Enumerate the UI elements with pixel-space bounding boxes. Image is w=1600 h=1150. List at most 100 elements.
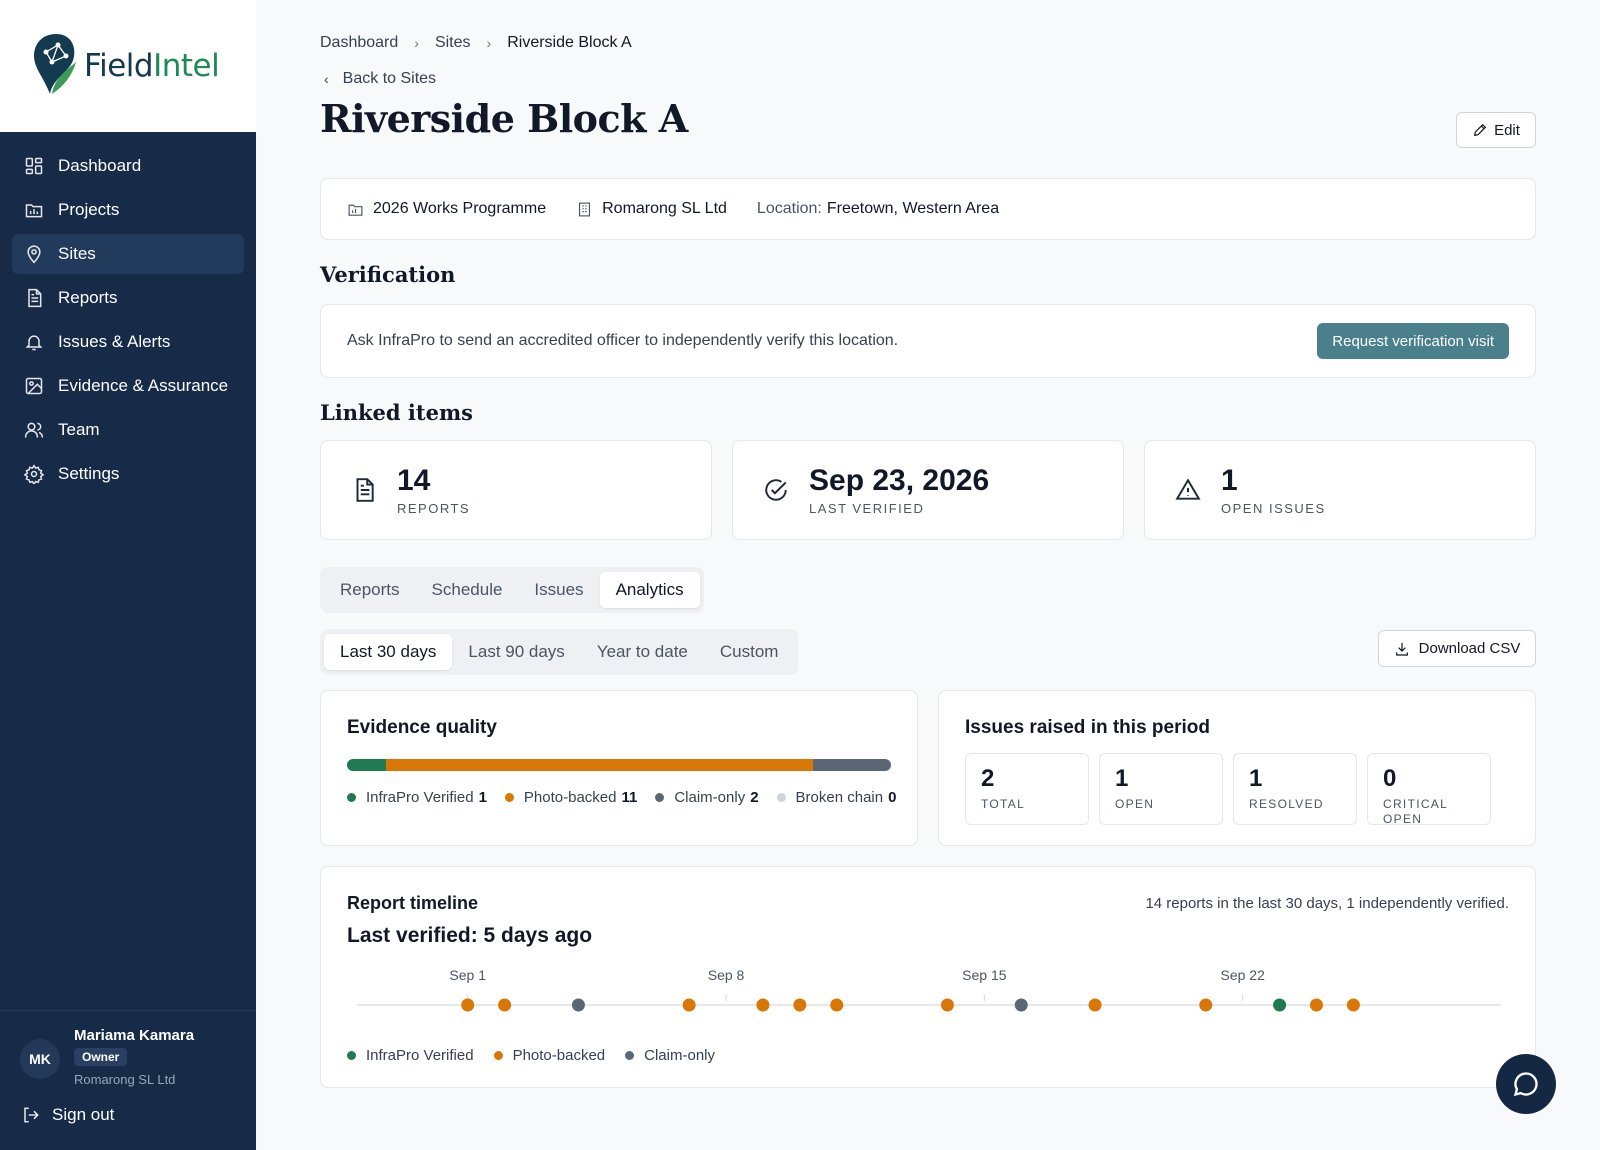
period-last-30-days[interactable]: Last 30 days <box>324 634 453 670</box>
timeline-report-point[interactable] <box>1346 998 1360 1012</box>
issues-stat-value: 0 <box>1383 765 1397 792</box>
gear-icon <box>24 464 44 484</box>
stat-label: LAST VERIFIED <box>809 501 925 516</box>
period-year-to-date[interactable]: Year to date <box>596 642 688 661</box>
legend-dot <box>493 1051 503 1060</box>
stat-value: 1 <box>1221 464 1238 497</box>
timeline-report-point[interactable] <box>571 998 585 1012</box>
tab-issues[interactable]: Issues <box>534 580 584 599</box>
download-csv-button[interactable]: Download CSV <box>1378 630 1536 667</box>
issues-open[interactable]: 1 OPEN <box>1099 753 1223 825</box>
timeline-report-point[interactable] <box>1199 998 1213 1012</box>
verification-card: Ask InfraPro to send an accredited offic… <box>320 304 1536 378</box>
back-to-sites-link[interactable]: ‹ Back to Sites <box>324 70 436 88</box>
timeline-subtitle: Last verified: 5 days ago <box>347 924 593 947</box>
edit-button[interactable]: Edit <box>1456 112 1536 148</box>
period-custom[interactable]: Custom <box>719 642 779 661</box>
breadcrumb-sites[interactable]: Sites <box>434 34 471 51</box>
logo[interactable]: FieldIntel <box>0 0 256 132</box>
chat-button[interactable] <box>1496 1054 1556 1114</box>
tab-analytics[interactable]: Analytics <box>599 572 700 608</box>
company-name: Romarong SL Ltd <box>602 200 727 217</box>
sidebar-nav: Dashboard Projects Sites Reports Issues … <box>12 146 244 498</box>
issues-stat-label: OPEN <box>1115 797 1155 812</box>
timeline-report-point[interactable] <box>682 998 696 1012</box>
sidebar-item-label: Issues & Alerts <box>58 332 171 351</box>
timeline-report-point[interactable] <box>940 998 954 1012</box>
folder-icon <box>348 204 363 216</box>
file-text-icon <box>356 478 374 502</box>
issues-period-title: Issues raised in this period <box>965 717 1210 738</box>
sign-out-button[interactable]: Sign out <box>0 1105 256 1125</box>
breadcrumb-dashboard[interactable]: Dashboard <box>320 34 399 51</box>
sidebar-item-sites[interactable]: Sites <box>12 234 244 274</box>
timeline-report-point[interactable] <box>830 998 844 1012</box>
evidence-quality-legend: InfraPro Verified 1 Photo-backed 11 Claim-… <box>347 789 896 806</box>
verification-text: Ask InfraPro to send an accredited offic… <box>347 332 899 349</box>
company-info[interactable]: Romarong SL Ltd <box>576 200 727 218</box>
timeline-tick-label: Sep 1 <box>449 967 486 983</box>
evidence-quality-bar <box>347 759 891 771</box>
issues-critical-open[interactable]: 0 CRITICAL OPEN <box>1367 753 1491 826</box>
sidebar-footer: MK Mariama Kamara Owner Romarong SL Ltd … <box>0 1010 256 1125</box>
stat-value: 14 <box>397 464 431 497</box>
tab-reports[interactable]: Reports <box>340 580 400 599</box>
page-title: Riverside Block A <box>320 96 688 141</box>
location-info: Location: Freetown, Western Area <box>757 200 999 218</box>
period-last-90-days[interactable]: Last 90 days <box>468 642 565 661</box>
sidebar-item-reports[interactable]: Reports <box>12 278 244 318</box>
evidence-quality-title: Evidence quality <box>347 717 497 738</box>
timeline-title: Report timeline <box>347 893 479 913</box>
sidebar-item-projects[interactable]: Projects <box>12 190 244 230</box>
timeline-tick-label: Sep 22 <box>1220 967 1265 983</box>
timeline-report-point[interactable] <box>1273 998 1287 1012</box>
user-org: Romarong SL Ltd <box>74 1072 176 1087</box>
timeline-report-point[interactable] <box>756 998 770 1012</box>
legend-dot <box>347 793 356 802</box>
logo-text: FieldIntel <box>84 48 220 84</box>
issues-resolved[interactable]: 1 RESOLVED <box>1233 753 1357 825</box>
timeline-report-point[interactable] <box>461 998 475 1012</box>
chevron-right-icon: › <box>414 35 419 51</box>
stat-reports[interactable]: 14 REPORTS <box>320 440 712 540</box>
user-profile[interactable]: MK Mariama Kamara Owner Romarong SL Ltd <box>0 1027 256 1087</box>
request-verification-button[interactable]: Request verification visit <box>1317 323 1509 359</box>
chevron-right-icon: › <box>486 35 492 51</box>
timeline-report-point[interactable] <box>1309 998 1323 1012</box>
sidebar-item-label: Settings <box>58 464 120 483</box>
edit-label: Edit <box>1494 121 1520 139</box>
sidebar-item-label: Evidence & Assurance <box>58 376 229 395</box>
issues-total[interactable]: 2 TOTAL <box>965 753 1089 825</box>
stat-label: REPORTS <box>397 501 471 516</box>
timeline-report-point[interactable] <box>498 998 512 1012</box>
sidebar-item-evidence-assurance[interactable]: Evidence & Assurance <box>12 366 244 406</box>
alert-triangle-icon <box>1175 478 1201 500</box>
sign-out-label: Sign out <box>52 1105 115 1124</box>
period-selector: Last 30 days Last 90 days Year to date C… <box>320 629 799 675</box>
chat-bubble-icon <box>1513 1072 1538 1097</box>
file-text-icon <box>28 288 42 308</box>
timeline-report-point[interactable] <box>793 998 807 1012</box>
issues-stat-label: TOTAL <box>981 797 1026 812</box>
users-icon <box>24 422 44 438</box>
sidebar-item-issues-alerts[interactable]: Issues & Alerts <box>12 322 244 362</box>
tab-schedule[interactable]: Schedule <box>431 580 503 599</box>
evidence-bar-segment-0 <box>347 759 386 771</box>
stat-last-verified[interactable]: Sep 23, 2026 LAST VERIFIED <box>732 440 1124 540</box>
site-info-card: 2026 Works Programme Romarong SL Ltd Loc… <box>320 178 1536 240</box>
sidebar-item-team[interactable]: Team <box>12 410 244 450</box>
sidebar-item-dashboard[interactable]: Dashboard <box>12 146 244 186</box>
sidebar-item-settings[interactable]: Settings <box>12 454 244 494</box>
location-label: Location: <box>756 200 822 217</box>
sidebar-item-label: Projects <box>58 200 120 219</box>
timeline-report-point[interactable] <box>1088 998 1102 1012</box>
legend-item-broken-chain: Broken chain 0 <box>776 789 896 806</box>
evidence-quality-card: Evidence quality InfraPro Verified 1 Phot… <box>320 690 918 846</box>
stat-open-issues[interactable]: 1 OPEN ISSUES <box>1144 440 1536 540</box>
image-icon <box>25 377 43 395</box>
issues-stat-label: RESOLVED <box>1249 797 1324 812</box>
timeline-report-point[interactable] <box>1014 998 1028 1012</box>
sidebar-item-label: Team <box>58 420 100 439</box>
timeline-tick-label: Sep 8 <box>708 967 745 983</box>
programme-info[interactable]: 2026 Works Programme <box>347 200 546 218</box>
